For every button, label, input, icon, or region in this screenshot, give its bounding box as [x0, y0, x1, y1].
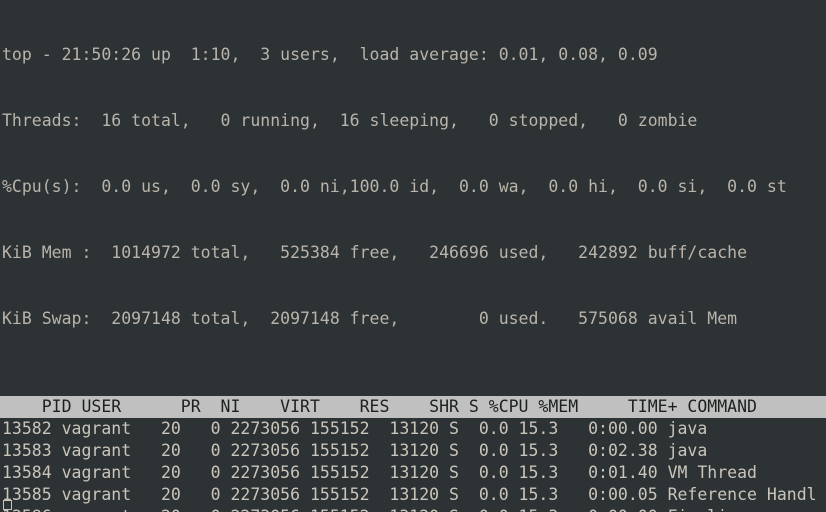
top-summary-area: top - 21:50:26 up 1:10, 3 users, load av… — [2, 45, 787, 328]
table-row[interactable]: 13582 vagrant 20 0 2273056 155152 13120 … — [2, 419, 708, 438]
threads-line: Threads: 16 total, 0 running, 16 sleepin… — [2, 111, 698, 130]
swap-line: KiB Swap: 2097148 total, 2097148 free, 0… — [2, 309, 738, 328]
process-table-body: 13582 vagrant 20 0 2273056 155152 13120 … — [0, 418, 826, 512]
text-cursor — [3, 500, 12, 510]
table-row[interactable]: 13586 vagrant 20 0 2273056 155152 13120 … — [2, 506, 826, 512]
memory-line: KiB Mem : 1014972 total, 525384 free, 24… — [2, 243, 748, 262]
uptime-line: top - 21:50:26 up 1:10, 3 users, load av… — [2, 45, 658, 64]
process-table-header[interactable]: PID USER PR NI VIRT RES SHR S %CPU %MEM … — [0, 396, 826, 418]
cpu-usage-line: %Cpu(s): 0.0 us, 0.0 sy, 0.0 ni,100.0 id… — [2, 177, 787, 196]
table-row[interactable]: 13584 vagrant 20 0 2273056 155152 13120 … — [2, 463, 757, 482]
table-row[interactable]: 13583 vagrant 20 0 2273056 155152 13120 … — [2, 441, 708, 460]
table-row[interactable]: 13585 vagrant 20 0 2273056 155152 13120 … — [2, 485, 817, 504]
